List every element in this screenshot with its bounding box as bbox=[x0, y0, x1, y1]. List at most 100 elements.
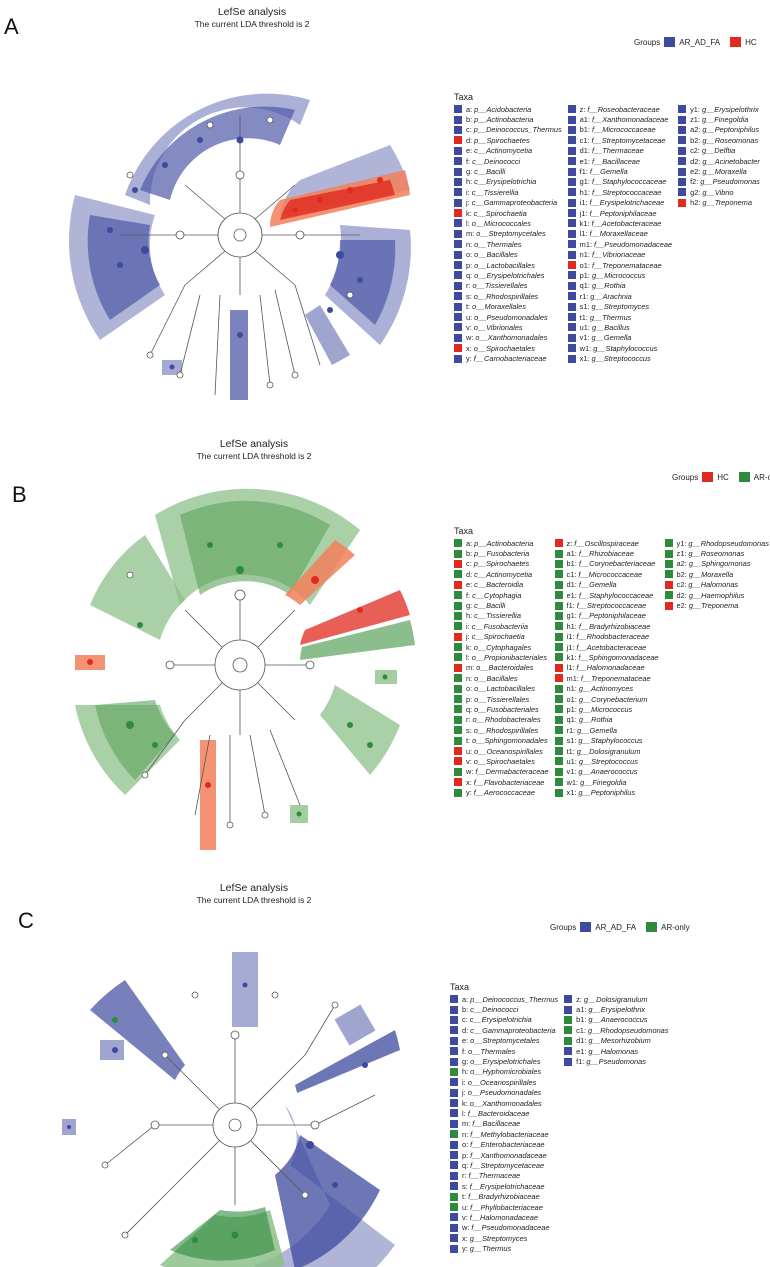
taxa-entry: f1: f__Gemella bbox=[567, 166, 672, 176]
taxa-color-box bbox=[454, 643, 462, 652]
taxa-color-box bbox=[564, 1005, 573, 1014]
taxa-code: o: bbox=[466, 684, 473, 694]
taxa-name: o__Tissierellales bbox=[472, 281, 528, 291]
taxa-color-box bbox=[554, 611, 563, 620]
taxa-entry: k1: f__Acetobacteraceae bbox=[567, 218, 672, 228]
taxa-name: o__Oceanospirillales bbox=[467, 1077, 537, 1087]
taxa-color-box bbox=[664, 539, 673, 548]
taxa-name: o__Erysipelotrichales bbox=[470, 1057, 541, 1067]
legend-entry: AR_AD_FA bbox=[595, 922, 637, 932]
taxa-color-box bbox=[450, 1223, 458, 1232]
taxa-code: a1: bbox=[566, 549, 577, 559]
taxa-entry: c1: f__Micrococcaceae bbox=[554, 569, 659, 579]
taxa-name: o__Erysipelotrichales bbox=[474, 270, 545, 280]
taxa-name: o__Tissierellales bbox=[474, 694, 530, 704]
taxa-color-box bbox=[678, 146, 687, 155]
taxa-column: a: p__Actinobacteria b: p__Fusobacteria c: p_… bbox=[454, 538, 549, 798]
taxa-color-box bbox=[454, 632, 462, 641]
taxa-code: o1: bbox=[579, 260, 590, 270]
taxa-code: v: bbox=[466, 322, 472, 332]
legend-entry: AR-only bbox=[753, 472, 770, 482]
taxa-code: e: bbox=[462, 1036, 469, 1046]
taxa-name: o__Fusobacteriales bbox=[474, 704, 539, 714]
taxa-color-box bbox=[567, 281, 576, 290]
taxa-color-box bbox=[678, 157, 687, 166]
taxa-name: f__Staphylococcaceae bbox=[578, 590, 654, 600]
legend-swatch-blue bbox=[580, 922, 592, 932]
taxa-column: a: p__Deinococcus_Thermus b: c__Deinococci c… bbox=[450, 994, 558, 1254]
taxa-entry: a2: g__Peptoniphilus bbox=[678, 125, 760, 135]
taxa-code: t: bbox=[466, 736, 471, 746]
taxa-name: f__Enterobacteriaceae bbox=[470, 1140, 545, 1150]
taxa-color-box bbox=[567, 105, 576, 114]
taxa-name: f__Streptomycetaceae bbox=[591, 135, 666, 145]
taxa-entry: p: f__Xanthomonadaceae bbox=[450, 1150, 558, 1160]
taxa-entry: a1: g__Erysipelothrix bbox=[564, 1004, 668, 1014]
taxa-code: k1: bbox=[579, 218, 590, 228]
taxa-entry: i: c__Fusobacteriia bbox=[454, 621, 549, 631]
taxa-name: o__Rhodobacterales bbox=[472, 715, 541, 725]
taxa-code: q: bbox=[466, 270, 473, 280]
taxa-name: g__Roseomonas bbox=[688, 549, 745, 559]
taxa-name: c__Fusobacteriia bbox=[471, 621, 528, 631]
taxa-name: o__Oceanospirillales bbox=[474, 746, 543, 756]
taxa-code: a2: bbox=[676, 559, 687, 569]
taxa-code: w: bbox=[462, 1223, 470, 1233]
sector-blue-right bbox=[295, 1030, 400, 1093]
taxa-entry: d2: g__Haemophilus bbox=[664, 590, 769, 600]
taxa-entry: y: f__Carnobacteriaceae bbox=[454, 353, 562, 363]
taxa-code: d1: bbox=[579, 146, 590, 156]
taxa-code: x: bbox=[462, 1233, 468, 1243]
taxa-name: f__Dermabacteraceae bbox=[475, 767, 549, 777]
taxa-entry: j1: f__Acetobacteraceae bbox=[554, 642, 659, 652]
taxa-code: w1: bbox=[566, 777, 579, 787]
taxa-entry: a1: f__Xanthomonadaceae bbox=[567, 114, 672, 124]
taxa-name: g__Moraxella bbox=[702, 167, 747, 177]
taxa-color-box bbox=[454, 281, 462, 290]
taxa-name: g__Staphylococcus bbox=[593, 343, 658, 353]
taxa-color-box bbox=[678, 125, 687, 134]
taxa-color-box bbox=[554, 736, 563, 745]
taxa-name: c__Deinococci bbox=[470, 1005, 519, 1015]
taxa-entry: l: f__Bacteroidaceae bbox=[450, 1108, 558, 1118]
taxa-name: g__Roseomonas bbox=[702, 135, 759, 145]
taxa-code: r1: bbox=[566, 725, 576, 735]
taxa-name: g__Rhodopseudomonas bbox=[587, 1025, 669, 1035]
taxa-entry: w: f__Pseudomonadaceae bbox=[450, 1223, 558, 1233]
taxa-name: p__Fusobacteria bbox=[474, 549, 530, 559]
sector-blue-top-inner bbox=[140, 106, 295, 200]
taxa-code: i: bbox=[462, 1077, 466, 1087]
taxa-code: c1: bbox=[566, 569, 577, 579]
taxa-name: g__Finegoldia bbox=[701, 115, 749, 125]
taxa-name: o__Thermales bbox=[474, 239, 522, 249]
taxa-code: c1: bbox=[579, 135, 590, 145]
taxa-entry: a: p__Actinobacteria bbox=[454, 538, 549, 548]
taxa-color-box bbox=[554, 715, 563, 724]
taxa-name: g__Micrococcus bbox=[578, 704, 633, 714]
taxa-code: g: bbox=[466, 601, 473, 611]
taxa-name: o__Micrococcales bbox=[471, 218, 531, 228]
taxa-code: h2: bbox=[690, 198, 701, 208]
taxa-entry: w: f__Dermabacteraceae bbox=[454, 767, 549, 777]
taxa-code: u: bbox=[466, 312, 473, 322]
taxa-entry: z1: g__Roseomonas bbox=[664, 548, 769, 559]
taxa-name: g__Anaerococcus bbox=[588, 1015, 648, 1025]
taxa-code: e2: bbox=[690, 167, 701, 177]
taxa-entry: f2: g__Pseudomonas bbox=[678, 177, 760, 187]
taxa-code: s: bbox=[462, 1181, 468, 1191]
taxa-code: m: bbox=[466, 229, 475, 239]
taxa-entry: g2: g__Vibrio bbox=[678, 187, 760, 197]
taxa-name: c__Erysipelotrichia bbox=[469, 1015, 532, 1025]
panel-label: A bbox=[4, 14, 19, 39]
taxa-code: k: bbox=[466, 208, 472, 218]
taxa-color-box bbox=[567, 292, 576, 301]
taxa-name: c__Actinomycetia bbox=[474, 569, 533, 579]
taxa-color-box bbox=[567, 219, 576, 228]
taxa-color-box bbox=[554, 549, 563, 558]
taxa-color-box bbox=[454, 333, 462, 342]
taxa-color-box bbox=[664, 601, 673, 610]
sector-blue-z bbox=[305, 305, 350, 365]
taxa-color-box bbox=[454, 302, 462, 311]
legend-swatch-blue bbox=[664, 37, 676, 47]
taxa-color-box bbox=[554, 653, 563, 662]
